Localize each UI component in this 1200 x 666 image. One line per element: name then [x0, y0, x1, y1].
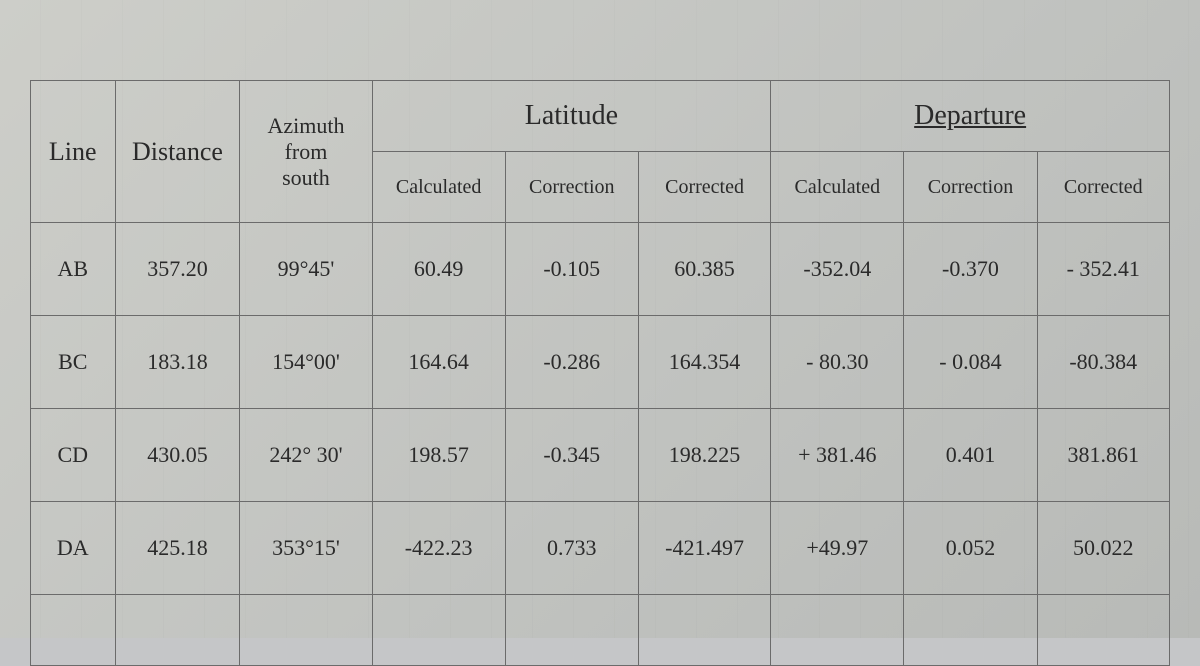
cell-lat-calc: 164.64 — [372, 316, 505, 409]
cell-lat-calc: -422.23 — [372, 502, 505, 595]
dep-calculated: Calculated — [771, 152, 904, 223]
cell-lat-corr: 0.733 — [505, 502, 638, 595]
lat-correction: Correction — [505, 152, 638, 223]
table-row: CD 430.05 242° 30' 198.57 -0.345 198.225… — [31, 409, 1170, 502]
table-row: BC 183.18 154°00' 164.64 -0.286 164.354 … — [31, 316, 1170, 409]
traverse-table: Line Distance Azimuth from south Latitud… — [30, 80, 1170, 666]
cell-dep-calc: +49.97 — [771, 502, 904, 595]
group-departure: Departure — [771, 81, 1170, 152]
cell-line: CD — [31, 409, 116, 502]
cell-dep-corrd: -80.384 — [1037, 316, 1169, 409]
cell-line: AB — [31, 223, 116, 316]
dep-correction: Correction — [904, 152, 1037, 223]
col-line: Line — [31, 81, 116, 223]
cell-distance: 357.20 — [115, 223, 240, 316]
cell-dep-calc: -352.04 — [771, 223, 904, 316]
cell-dep-corr: -0.370 — [904, 223, 1037, 316]
header-row-1: Line Distance Azimuth from south Latitud… — [31, 81, 1170, 152]
cell-azimuth: 154°00' — [240, 316, 372, 409]
cell-dep-calc: + 381.46 — [771, 409, 904, 502]
azimuth-label-top: Azimuth — [248, 113, 363, 139]
cell-line: BC — [31, 316, 116, 409]
azimuth-label-bot: south — [248, 165, 363, 191]
table-row: AB 357.20 99°45' 60.49 -0.105 60.385 -35… — [31, 223, 1170, 316]
cell-dep-calc: - 80.30 — [771, 316, 904, 409]
group-latitude: Latitude — [372, 81, 771, 152]
cell-lat-corr: -0.286 — [505, 316, 638, 409]
lat-calculated: Calculated — [372, 152, 505, 223]
cell-dep-corrd: 381.861 — [1037, 409, 1169, 502]
cell-lat-corrd: 60.385 — [638, 223, 770, 316]
cell-azimuth: 242° 30' — [240, 409, 372, 502]
cell-azimuth: 353°15' — [240, 502, 372, 595]
cell-lat-calc: 60.49 — [372, 223, 505, 316]
cell-line: DA — [31, 502, 116, 595]
cell-lat-corr: -0.105 — [505, 223, 638, 316]
cell-lat-corr: -0.345 — [505, 409, 638, 502]
blank-row — [31, 595, 1170, 666]
cell-dep-corr: 0.401 — [904, 409, 1037, 502]
table-row: DA 425.18 353°15' -422.23 0.733 -421.497… — [31, 502, 1170, 595]
cell-distance: 430.05 — [115, 409, 240, 502]
cell-distance: 183.18 — [115, 316, 240, 409]
cell-dep-corr: - 0.084 — [904, 316, 1037, 409]
cell-lat-corrd: 198.225 — [638, 409, 770, 502]
cell-azimuth: 99°45' — [240, 223, 372, 316]
cell-dep-corrd: 50.022 — [1037, 502, 1169, 595]
lat-corrected: Corrected — [638, 152, 770, 223]
cell-distance: 425.18 — [115, 502, 240, 595]
cell-dep-corr: 0.052 — [904, 502, 1037, 595]
col-azimuth: Azimuth from south — [240, 81, 372, 223]
col-distance: Distance — [115, 81, 240, 223]
cell-dep-corrd: - 352.41 — [1037, 223, 1169, 316]
cell-lat-calc: 198.57 — [372, 409, 505, 502]
cell-lat-corrd: 164.354 — [638, 316, 770, 409]
dep-corrected: Corrected — [1037, 152, 1169, 223]
azimuth-label-mid: from — [248, 139, 363, 165]
cell-lat-corrd: -421.497 — [638, 502, 770, 595]
